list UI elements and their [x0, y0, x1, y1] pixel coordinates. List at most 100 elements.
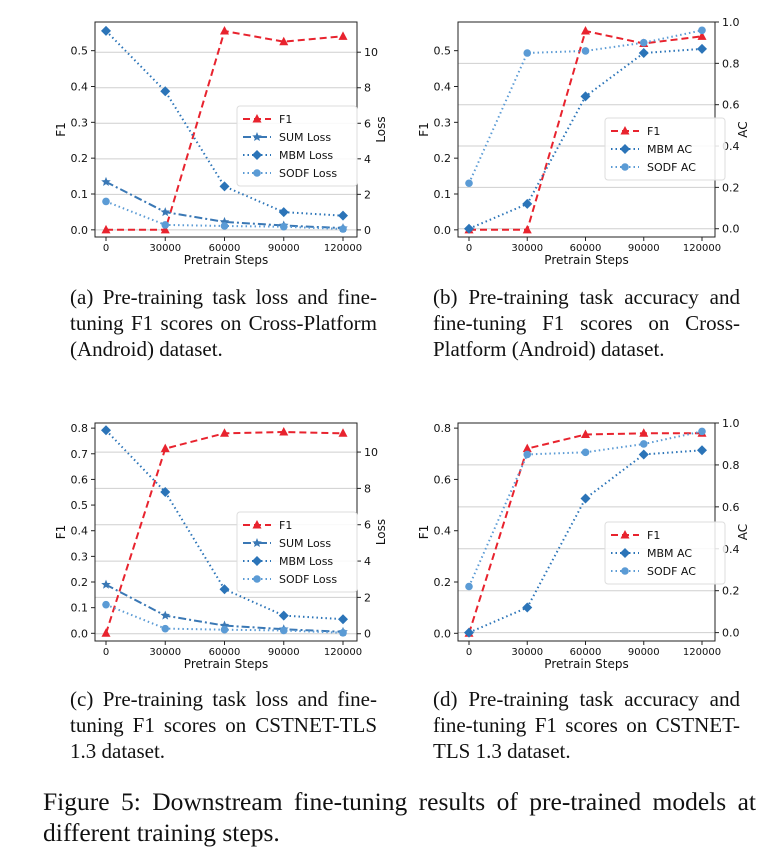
data-point-mbm-ac-b: [580, 91, 591, 102]
ytick-right-label-d: 0.0: [722, 627, 740, 640]
data-point-sum-loss-a: [219, 216, 230, 226]
data-point-sodf-loss-a: [220, 222, 229, 230]
legend-box-c: [236, 511, 358, 593]
legend-marker-f1-c: [252, 520, 262, 529]
ytick-left-label-d: 0.4: [434, 525, 452, 538]
series-line-sum-loss-c: [105, 583, 344, 633]
ytick-right-label-a: 4: [364, 153, 371, 166]
caption-d: (d) Pre-training task accuracy and fine-…: [433, 687, 740, 763]
chart-b-svg: 0.0 0.1 0.2 0.3 0.4 0.5 0.0 0.2 0.4 0.6 0.8 1.0 0 300…: [417, 16, 750, 267]
data-point-f1-b: [697, 31, 707, 40]
data-point-mbm-ac-b: [697, 43, 707, 54]
ylabel-left-c: F1: [54, 525, 68, 540]
legend-label-sodf-loss-a: SODF Loss: [279, 167, 337, 180]
data-point-sodf-loss-c: [339, 629, 347, 637]
ytick-right-label-c: 2: [364, 591, 371, 604]
legend-box-b: [604, 117, 726, 181]
ytick-left-label-d: 0.6: [434, 473, 452, 486]
data-point-sum-loss-a: [101, 176, 111, 186]
legend-marker-f1-d: [620, 530, 630, 539]
ytick-left-label-c: 0.5: [71, 499, 89, 512]
data-point-f1-b: [581, 25, 590, 35]
data-point-sum-loss-a: [160, 207, 171, 217]
ytick-right-label-a: 10: [364, 46, 378, 59]
data-point-f1-a: [101, 224, 111, 234]
ytick-right-label-c: 0: [364, 628, 371, 641]
data-point-mbm-loss-c: [160, 487, 171, 498]
xtick-label-a: 0: [103, 243, 109, 254]
xtick-label-b: 0: [466, 243, 472, 254]
ytick-left-label-a: 0.0: [71, 224, 89, 237]
xlabel-a: Pretrain Steps: [184, 253, 268, 267]
legend-marker-sum-loss-c: [252, 538, 262, 548]
legend-label-sodf-loss-c: SODF Loss: [279, 573, 337, 586]
data-point-sodf-loss-a: [279, 222, 288, 231]
data-point-mbm-loss-a: [101, 25, 111, 36]
ytick-right-label-b: 1.0: [722, 16, 740, 29]
legend-marker-mbm-loss-c: [252, 556, 262, 566]
xtick-label-a: 90000: [268, 243, 300, 254]
ytick-left-label-c: 0.4: [71, 525, 89, 538]
ytick-right-label-d: 0.4: [722, 543, 740, 556]
data-point-mbm-ac-b: [638, 48, 649, 59]
data-point-mbm-loss-a: [219, 181, 230, 192]
ytick-right-label-b: 0.4: [722, 140, 740, 153]
data-point-mbm-ac-d: [697, 445, 707, 456]
ytick-left-label-b: 0.1: [434, 188, 452, 201]
ytick-left-label-c: 0.1: [71, 602, 89, 615]
data-point-f1-a: [160, 224, 170, 234]
data-point-f1-c: [338, 428, 348, 437]
legend-label-mbm-ac-b: MBM AC: [647, 143, 692, 156]
data-point-mbm-ac-b: [464, 223, 474, 234]
ytick-left-label-a: 0.4: [71, 81, 89, 94]
chart-a-svg: 0.0 0.1 0.2 0.3 0.4 0.5 0 2 4 6 8 10 0 30000 60000 9000…: [54, 21, 388, 267]
ytick-right-label-d: 0.2: [722, 585, 740, 598]
legend-label-sodf-ac-b: SODF AC: [647, 161, 696, 174]
legend-label-sodf-ac-d: SODF AC: [647, 565, 696, 578]
caption-a: (a) Pre-training task loss and fine-tuni…: [70, 285, 377, 361]
legend-marker-sodf-ac-b: [621, 163, 629, 171]
xtick-label-b: 30000: [511, 243, 543, 254]
ytick-right-label-b: 0.0: [722, 223, 740, 236]
ytick-left-label-b: 0.3: [434, 116, 452, 129]
ytick-right-label-a: 8: [364, 82, 371, 95]
chart-c-svg: 0.0 0.1 0.2 0.3 0.4 0.5 0.6 0.7 0.8 0 2 4 6 8 10 0 30000…: [54, 422, 388, 671]
legend-box-d: [604, 521, 726, 585]
ylabel-right-a: Loss: [374, 116, 388, 142]
legend-marker-sum-loss-a: [252, 132, 262, 142]
data-point-sodf-loss-c: [220, 625, 229, 634]
legend-label-mbm-loss-a: MBM Loss: [279, 149, 333, 162]
xtick-label-c: 0: [103, 647, 109, 658]
xtick-label-a: 60000: [209, 243, 241, 254]
data-point-sum-loss-c: [101, 579, 111, 589]
legend-marker-mbm-loss-a: [252, 150, 262, 160]
ytick-right-label-a: 0: [364, 224, 371, 237]
ytick-left-label-d: 0.0: [434, 627, 452, 640]
xtick-label-b: 90000: [628, 243, 660, 254]
data-point-mbm-loss-a: [338, 210, 348, 221]
ytick-left-label-b: 0.4: [434, 81, 452, 94]
legend-marker-f1-b: [620, 126, 630, 135]
data-point-f1-a: [279, 36, 289, 46]
legend-marker-mbm-ac-b: [620, 144, 630, 154]
ytick-right-label-b: 0.6: [722, 99, 740, 112]
data-point-mbm-loss-a: [278, 207, 289, 218]
xtick-label-b: 60000: [570, 243, 602, 254]
xtick-label-d: 30000: [511, 647, 543, 658]
data-point-sodf-ac-d: [523, 450, 532, 459]
ytick-right-label-c: 8: [364, 482, 371, 495]
legend-label-f1-c: F1: [279, 519, 292, 532]
legend-box-a: [236, 105, 358, 187]
ylabel-left-b: F1: [417, 122, 431, 137]
data-point-mbm-ac-d: [580, 493, 591, 504]
legend-label-f1-a: F1: [279, 113, 292, 126]
ytick-left-label-c: 0.0: [71, 627, 89, 640]
xtick-label-c: 120000: [324, 647, 362, 658]
ytick-left-label-a: 0.3: [71, 116, 89, 129]
ytick-right-label-d: 1.0: [722, 417, 740, 430]
legend-label-sum-loss-a: SUM Loss: [279, 131, 331, 144]
data-point-mbm-ac-d: [638, 449, 649, 460]
series-line-sodf-ac-b: [468, 29, 703, 184]
xlabel-d: Pretrain Steps: [544, 657, 628, 671]
xtick-label-a: 30000: [149, 243, 181, 254]
